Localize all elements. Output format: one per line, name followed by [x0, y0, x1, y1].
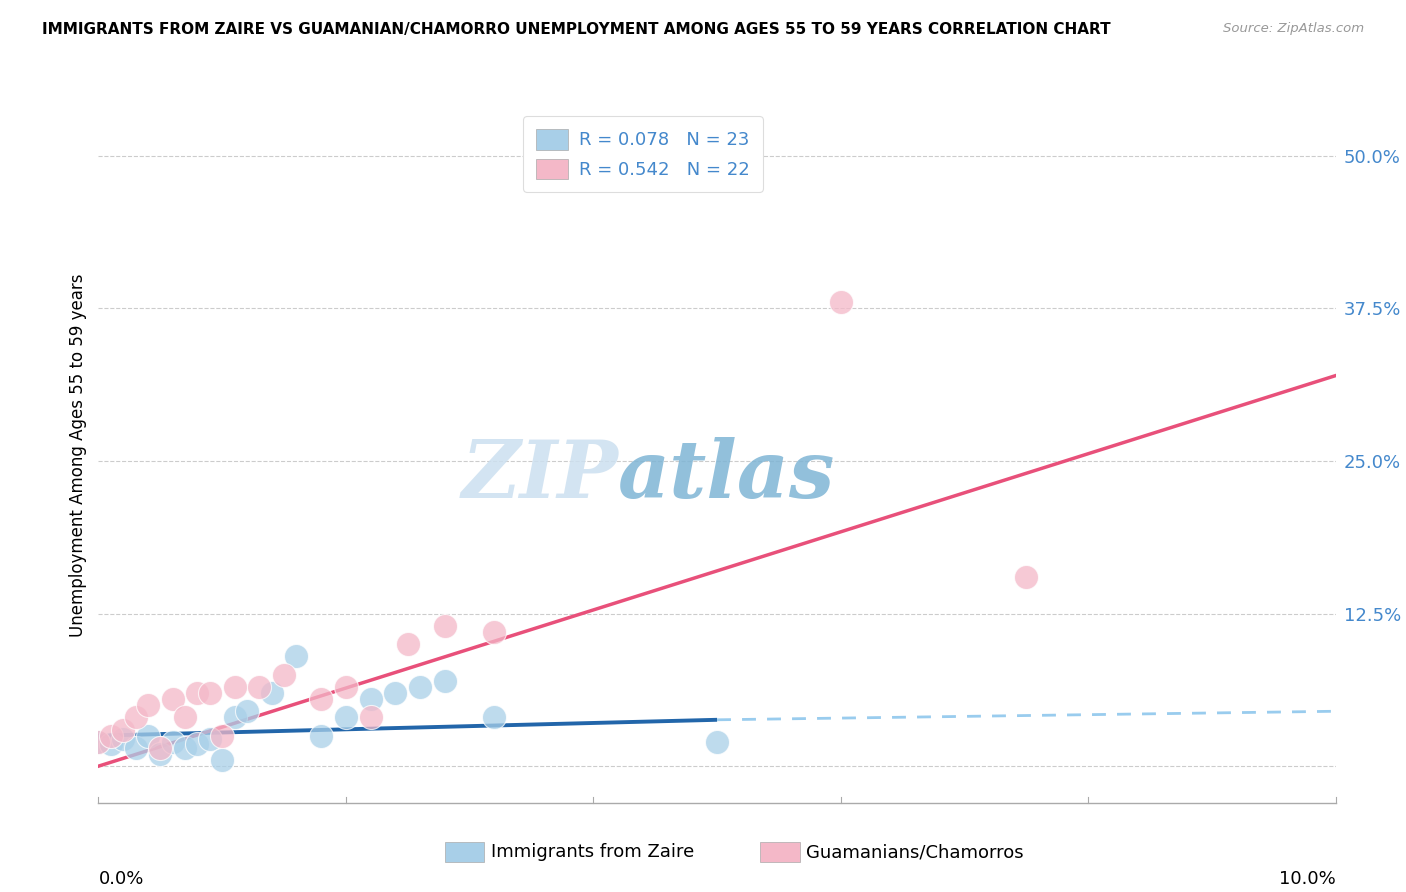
Point — [198, 732, 221, 747]
Point — [162, 692, 184, 706]
Point — [87, 735, 110, 749]
Point — [149, 747, 172, 761]
Point — [484, 710, 506, 724]
Point — [273, 667, 295, 681]
Point — [484, 624, 506, 639]
Point — [198, 686, 221, 700]
Point — [112, 723, 135, 737]
Point — [335, 710, 357, 724]
Text: Guamanians/Chamorros: Guamanians/Chamorros — [806, 843, 1024, 861]
Text: ZIP: ZIP — [461, 437, 619, 515]
Point — [162, 735, 184, 749]
Text: 10.0%: 10.0% — [1279, 870, 1336, 888]
Point — [186, 737, 208, 751]
Point — [309, 692, 332, 706]
Point — [100, 729, 122, 743]
Point — [1015, 570, 1038, 584]
Point — [706, 735, 728, 749]
Y-axis label: Unemployment Among Ages 55 to 59 years: Unemployment Among Ages 55 to 59 years — [69, 273, 87, 637]
Point — [87, 735, 110, 749]
Point — [112, 732, 135, 747]
Point — [433, 619, 456, 633]
Point — [260, 686, 283, 700]
Point — [186, 686, 208, 700]
Point — [360, 710, 382, 724]
Point — [433, 673, 456, 688]
Point — [100, 737, 122, 751]
Point — [174, 710, 197, 724]
Point — [136, 729, 159, 743]
Point — [149, 740, 172, 755]
Point — [247, 680, 270, 694]
Text: Source: ZipAtlas.com: Source: ZipAtlas.com — [1223, 22, 1364, 36]
Point — [335, 680, 357, 694]
Point — [309, 729, 332, 743]
Point — [224, 710, 246, 724]
Text: atlas: atlas — [619, 437, 835, 515]
Point — [211, 729, 233, 743]
Point — [285, 649, 308, 664]
FancyBboxPatch shape — [761, 842, 800, 862]
Point — [396, 637, 419, 651]
Point — [384, 686, 406, 700]
FancyBboxPatch shape — [444, 842, 485, 862]
Point — [136, 698, 159, 713]
Legend: R = 0.078   N = 23, R = 0.542   N = 22: R = 0.078 N = 23, R = 0.542 N = 22 — [523, 116, 762, 192]
Text: 0.0%: 0.0% — [98, 870, 143, 888]
Point — [124, 740, 146, 755]
Point — [211, 753, 233, 767]
Text: IMMIGRANTS FROM ZAIRE VS GUAMANIAN/CHAMORRO UNEMPLOYMENT AMONG AGES 55 TO 59 YEA: IMMIGRANTS FROM ZAIRE VS GUAMANIAN/CHAMO… — [42, 22, 1111, 37]
Point — [360, 692, 382, 706]
Point — [236, 704, 259, 718]
Point — [657, 155, 679, 169]
Point — [830, 295, 852, 310]
Text: Immigrants from Zaire: Immigrants from Zaire — [491, 843, 695, 861]
Point — [174, 740, 197, 755]
Point — [224, 680, 246, 694]
Point — [124, 710, 146, 724]
Point — [409, 680, 432, 694]
